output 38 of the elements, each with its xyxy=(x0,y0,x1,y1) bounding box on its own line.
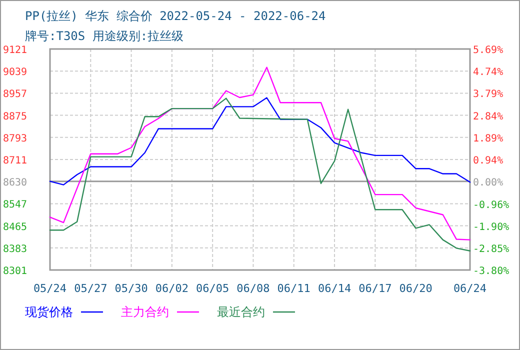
y2-tick-label: 0.94% xyxy=(473,156,504,167)
chart-subtitle: 牌号:T30S 用途级别:拉丝级 xyxy=(25,29,184,43)
y-tick-label: 8630 xyxy=(3,177,28,188)
y2-tick-label: -1.90% xyxy=(473,222,510,233)
y2-tick-label: 1.89% xyxy=(473,133,504,144)
y2-tick-label: 3.79% xyxy=(473,89,504,100)
y-tick-label: 8547 xyxy=(3,200,28,211)
y-tick-label: 9039 xyxy=(3,67,28,78)
chart-title: PP(拉丝) 华东 综合价 2022-05-24 - 2022-06-24 xyxy=(25,9,326,23)
y-tick-label: 8875 xyxy=(3,111,28,122)
legend-label: 现货价格 xyxy=(25,305,73,319)
y2-tick-label: 4.74% xyxy=(473,67,504,78)
x-tick-label: 06/11 xyxy=(277,282,310,295)
y2-tick-label: -3.80% xyxy=(473,266,510,277)
x-tick-label: 06/08 xyxy=(236,282,270,295)
y2-tick-label: -0.96% xyxy=(473,200,510,211)
x-tick-label: 05/27 xyxy=(74,282,108,295)
x-tick-label: 06/20 xyxy=(399,282,432,295)
legend-label: 最近合约 xyxy=(217,305,265,319)
x-tick-label: 06/17 xyxy=(358,282,392,295)
x-tick-label: 06/02 xyxy=(155,282,188,295)
y-tick-label: 8957 xyxy=(3,89,28,100)
y-tick-label: 8711 xyxy=(3,156,28,166)
x-tick-label: 06/14 xyxy=(318,282,352,295)
y2-tick-label: 2.84% xyxy=(473,111,504,122)
x-tick-label: 05/30 xyxy=(114,282,148,295)
x-tick-label: 05/24 xyxy=(33,282,67,295)
x-tick-label: 06/05 xyxy=(196,282,230,295)
y-tick-label: 8793 xyxy=(3,133,28,144)
y2-tick-label: 0.00% xyxy=(473,178,504,189)
x-tick-label: 06/24 xyxy=(453,282,487,295)
legend-label: 主力合约 xyxy=(121,305,169,319)
y-tick-label: 8465 xyxy=(3,222,28,233)
y-tick-label: 9121 xyxy=(3,45,28,56)
y-tick-label: 8383 xyxy=(3,244,28,255)
y2-tick-label: 5.69% xyxy=(473,45,504,56)
y-tick-label: 8301 xyxy=(3,266,28,277)
y2-tick-label: -2.85% xyxy=(473,244,510,255)
